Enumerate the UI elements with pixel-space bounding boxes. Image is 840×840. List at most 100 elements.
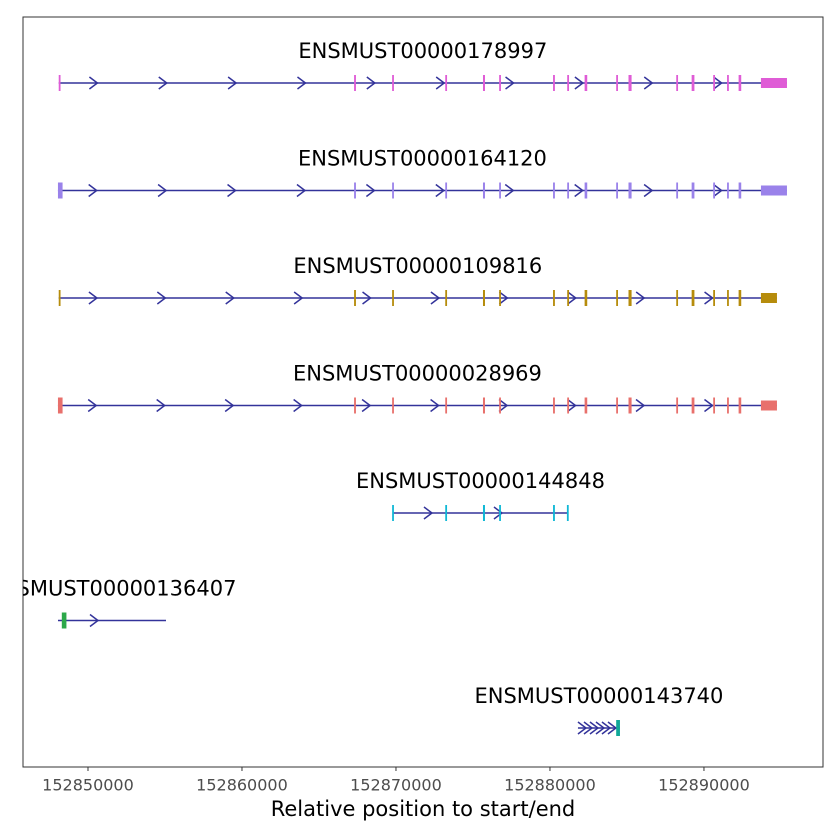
direction-arrow bbox=[643, 76, 654, 90]
direction-arrow bbox=[595, 721, 606, 735]
x-tick-label: 152870000 bbox=[350, 776, 442, 795]
direction-arrow bbox=[227, 183, 237, 198]
direction-arrow bbox=[601, 721, 612, 735]
exon bbox=[628, 290, 632, 306]
direction-arrow bbox=[505, 76, 515, 90]
direction-arrow bbox=[225, 291, 235, 305]
exon bbox=[499, 182, 501, 199]
exon bbox=[61, 612, 67, 629]
direction-arrow bbox=[567, 291, 577, 305]
x-tick-label: 152880000 bbox=[504, 776, 596, 795]
exon bbox=[354, 182, 356, 199]
exon bbox=[760, 78, 787, 88]
exon bbox=[445, 505, 448, 521]
direction-arrow bbox=[227, 76, 238, 90]
exon bbox=[584, 182, 588, 199]
exon bbox=[691, 182, 695, 199]
exon bbox=[628, 75, 632, 91]
exon bbox=[566, 505, 569, 521]
direction-arrow bbox=[87, 398, 98, 413]
exon bbox=[445, 182, 448, 199]
exon bbox=[727, 75, 729, 91]
exon bbox=[553, 397, 555, 414]
exon bbox=[713, 290, 716, 306]
exon bbox=[676, 290, 679, 306]
direction-arrow bbox=[157, 183, 168, 198]
exon bbox=[482, 290, 485, 306]
direction-arrow bbox=[362, 291, 372, 305]
exon bbox=[482, 397, 485, 414]
exon bbox=[691, 397, 695, 414]
transcript-label: ENSMUST00000164120 bbox=[298, 147, 547, 171]
transcript-label: ENSMUST00000109816 bbox=[293, 254, 542, 278]
exon bbox=[760, 293, 777, 303]
direction-arrow bbox=[635, 398, 646, 413]
exon bbox=[553, 505, 555, 521]
exon bbox=[738, 182, 742, 199]
exon bbox=[445, 397, 448, 414]
exon bbox=[567, 75, 570, 91]
plot-area: ENSMUST00000178997 ENSMUST00000164120 ENSM… bbox=[0, 39, 787, 736]
direction-arrow bbox=[607, 721, 618, 735]
exon bbox=[628, 397, 632, 414]
direction-arrow bbox=[574, 76, 585, 90]
exon bbox=[482, 505, 485, 521]
direction-arrow bbox=[567, 398, 577, 413]
direction-arrow bbox=[366, 76, 377, 90]
exon bbox=[482, 75, 485, 91]
exon bbox=[676, 397, 679, 414]
exon bbox=[354, 397, 356, 414]
exon bbox=[616, 182, 618, 199]
exon bbox=[628, 182, 632, 199]
exon bbox=[616, 75, 618, 91]
transcript-label: ENSMUST00000178997 bbox=[298, 39, 547, 63]
direction-arrow bbox=[635, 291, 646, 305]
exon bbox=[57, 182, 63, 199]
exon bbox=[760, 185, 787, 196]
x-axis: 152850000 152860000 152870000 152880000 1528… bbox=[42, 767, 750, 795]
exon bbox=[58, 75, 61, 91]
exon bbox=[482, 182, 485, 199]
direction-arrow bbox=[574, 183, 584, 198]
direction-arrow bbox=[365, 183, 376, 198]
direction-arrow bbox=[504, 183, 515, 198]
exon bbox=[392, 505, 394, 521]
transcript-label: ENSMUST00000136407 bbox=[0, 577, 236, 601]
direction-arrow bbox=[435, 183, 446, 198]
direction-arrow bbox=[643, 183, 654, 198]
x-tick-label: 152860000 bbox=[196, 776, 288, 795]
direction-arrow bbox=[713, 183, 723, 198]
exon bbox=[584, 290, 588, 306]
exon bbox=[445, 290, 448, 306]
exon bbox=[713, 397, 716, 414]
direction-arrow bbox=[498, 291, 509, 305]
direction-arrow bbox=[704, 291, 714, 305]
exon bbox=[445, 75, 448, 91]
direction-arrow bbox=[88, 183, 98, 198]
direction-arrow bbox=[156, 291, 167, 305]
direction-arrow bbox=[583, 721, 594, 735]
exon bbox=[676, 182, 679, 199]
exon bbox=[584, 397, 588, 414]
exon bbox=[616, 720, 620, 736]
exon bbox=[354, 75, 356, 91]
panel bbox=[22, 16, 824, 768]
x-tick-label: 152890000 bbox=[658, 776, 750, 795]
direction-arrow bbox=[577, 721, 588, 735]
direction-arrow bbox=[88, 291, 99, 305]
direction-arrow bbox=[293, 398, 303, 413]
exon bbox=[713, 182, 716, 199]
x-axis-title: Relative position to start/end bbox=[271, 797, 576, 821]
exon bbox=[57, 397, 63, 414]
transcript-label: ENSMUST00000028969 bbox=[293, 362, 542, 386]
direction-arrow bbox=[158, 76, 169, 90]
direction-arrow bbox=[293, 291, 304, 305]
direction-arrow bbox=[224, 398, 235, 413]
exon bbox=[691, 75, 695, 91]
direction-arrow bbox=[589, 721, 600, 735]
exon bbox=[567, 290, 570, 306]
direction-arrow bbox=[430, 291, 441, 305]
exon bbox=[499, 397, 501, 414]
